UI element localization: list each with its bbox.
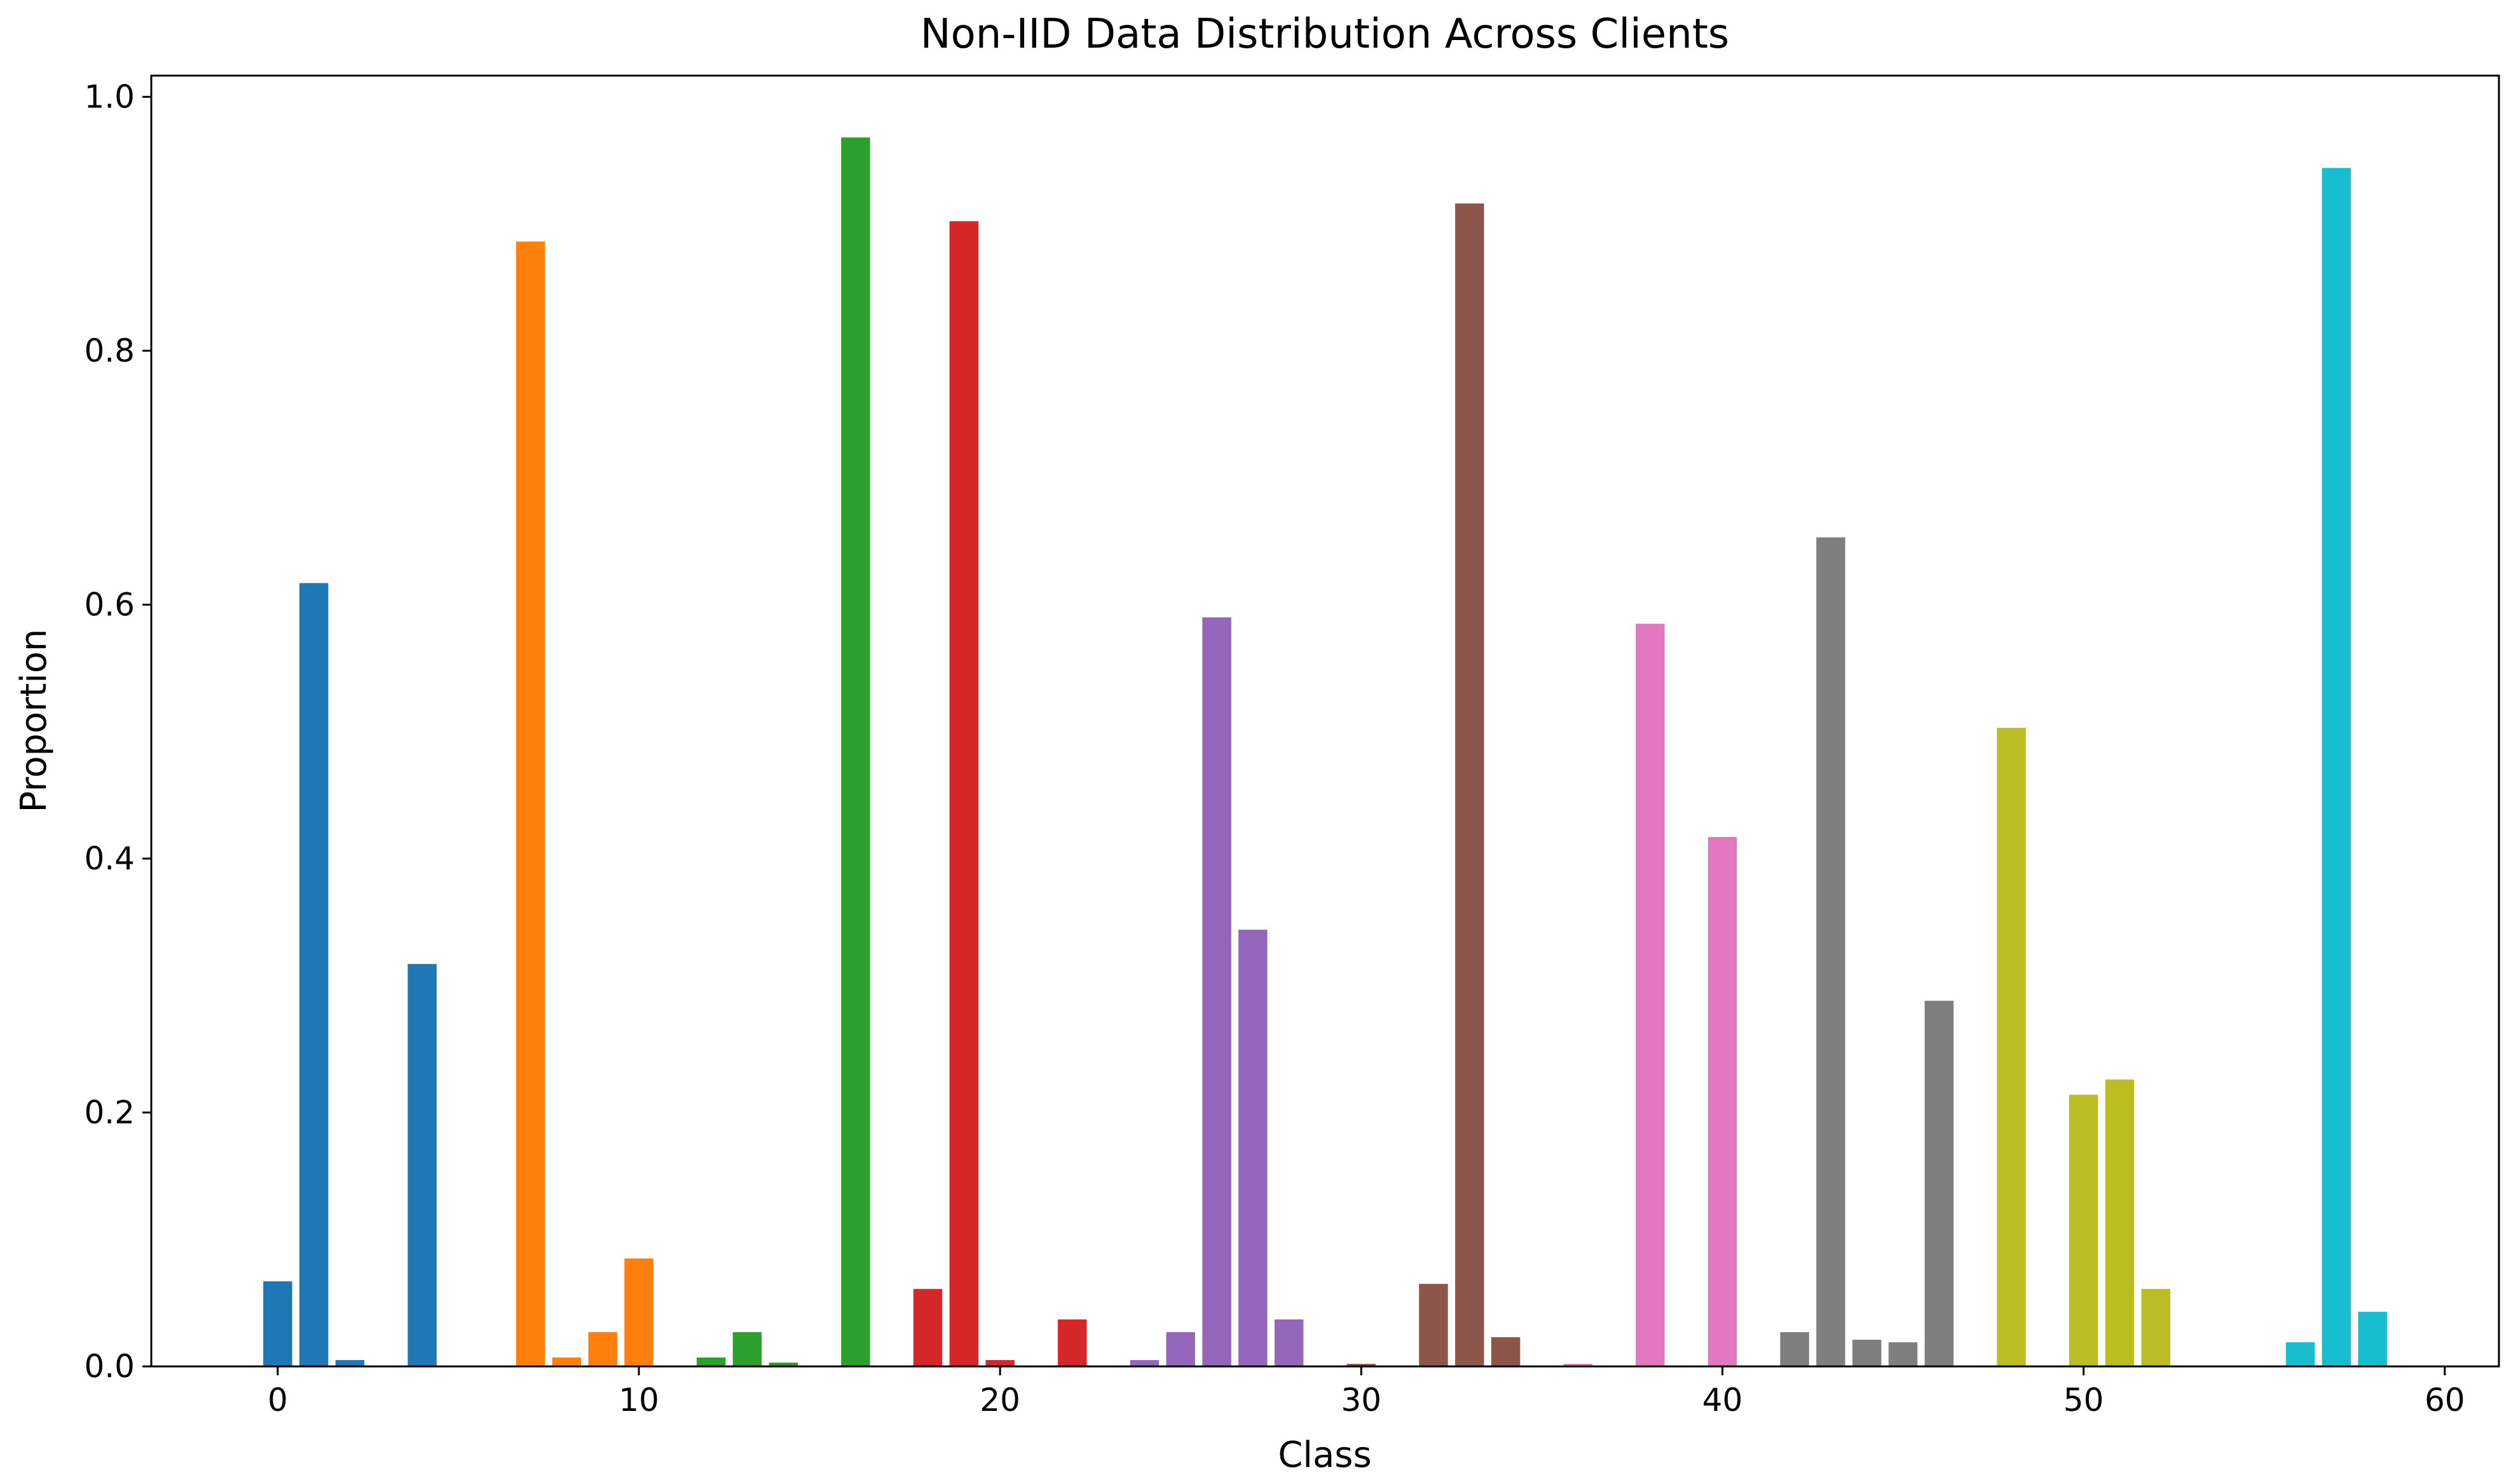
y-tick-label: 1.0 — [84, 78, 135, 115]
x-tick-label: 60 — [2425, 1382, 2465, 1419]
bar-class-12 — [696, 1358, 726, 1366]
y-tick-label: 0.8 — [84, 332, 135, 369]
y-axis-ticks: 0.0 0.2 0.4 0.6 0.8 1.0 — [84, 78, 151, 1385]
bar-class-52 — [2141, 1289, 2170, 1366]
bar-class-16 — [841, 137, 870, 1366]
bar-class-9 — [588, 1332, 617, 1366]
y-tick-label: 0.6 — [84, 586, 135, 623]
bar-class-46 — [1924, 1000, 1954, 1366]
bar-class-8 — [552, 1358, 582, 1366]
bar-class-45 — [1888, 1342, 1918, 1366]
bar-class-34 — [1491, 1337, 1521, 1366]
bar-class-7 — [516, 242, 545, 1367]
plot-area-frame — [150, 74, 2500, 1368]
bar-class-13 — [732, 1332, 762, 1366]
x-tick-label: 20 — [980, 1382, 1020, 1419]
bar-class-10 — [624, 1258, 653, 1366]
bar-class-58 — [2358, 1312, 2387, 1366]
y-tick-label: 0.2 — [84, 1094, 135, 1131]
bar-class-56 — [2285, 1342, 2315, 1366]
bar-class-32 — [1419, 1284, 1448, 1366]
bar-class-25 — [1166, 1332, 1195, 1366]
bar-class-18 — [913, 1289, 943, 1366]
x-tick-label: 10 — [619, 1382, 659, 1419]
bar-class-36 — [1563, 1364, 1592, 1366]
bar-class-22 — [1058, 1319, 1087, 1366]
bar-class-26 — [1202, 617, 1231, 1366]
chart-title: Non-IID Data Distribution Across Clients — [920, 11, 1730, 58]
x-tick-label: 50 — [2063, 1382, 2104, 1419]
bar-class-38 — [1636, 623, 1665, 1366]
bar-class-28 — [1274, 1319, 1304, 1366]
bar-class-43 — [1816, 537, 1845, 1366]
bar-class-20 — [985, 1360, 1015, 1366]
bars-group — [263, 137, 2387, 1367]
bar-class-48 — [1997, 728, 2026, 1366]
bar-class-1 — [299, 583, 329, 1367]
bar-class-19 — [949, 221, 979, 1366]
x-axis-label: Class — [1278, 1434, 1371, 1476]
bar-class-51 — [2105, 1079, 2135, 1366]
y-tick-label: 0.0 — [84, 1348, 135, 1385]
y-axis-label: Proportion — [13, 629, 55, 813]
x-tick-label: 30 — [1341, 1382, 1382, 1419]
bar-class-4 — [407, 963, 437, 1366]
x-tick-label: 40 — [1702, 1382, 1743, 1419]
bar-class-24 — [1130, 1360, 1160, 1366]
bar-class-33 — [1455, 203, 1484, 1366]
bar-class-50 — [2069, 1094, 2098, 1366]
bar-class-30 — [1346, 1364, 1376, 1366]
bar-class-2 — [335, 1360, 365, 1366]
bar-class-0 — [263, 1281, 292, 1366]
bar-class-27 — [1238, 929, 1268, 1366]
y-tick-label: 0.4 — [84, 840, 135, 877]
bar-class-42 — [1780, 1332, 1809, 1366]
bar-class-14 — [769, 1363, 798, 1366]
bar-class-57 — [2322, 168, 2351, 1367]
x-axis-ticks: 0 10 20 30 40 50 60 — [268, 1366, 2465, 1419]
bar-class-40 — [1707, 836, 1737, 1366]
x-tick-label: 0 — [268, 1382, 288, 1419]
bar-class-44 — [1852, 1340, 1882, 1366]
